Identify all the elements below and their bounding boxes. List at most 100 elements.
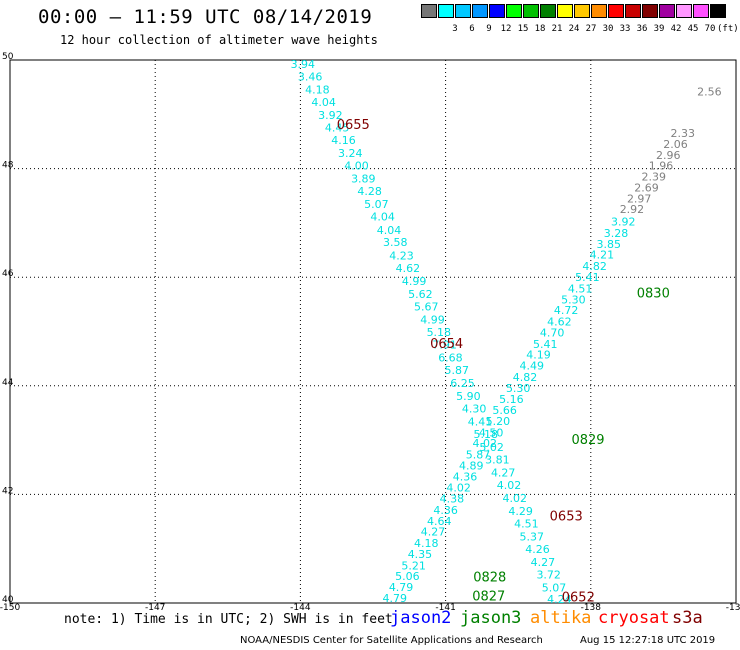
wave-height-value: 4.27	[491, 466, 516, 479]
wave-height-value: 4.82	[582, 260, 607, 273]
wave-height-value: 3.28	[604, 227, 629, 240]
wave-height-value: 3.81	[485, 453, 510, 466]
wave-height-value: 4.72	[554, 304, 579, 317]
wave-height-value: 5.20	[486, 415, 511, 428]
scale-label: 45	[687, 24, 699, 34]
pass-time-label: 0827	[472, 589, 505, 604]
wave-height-value: 3.94	[291, 58, 316, 71]
wave-height-value: 5.37	[520, 531, 545, 544]
wave-height-value: 4.02	[446, 482, 471, 495]
scale-label: 39	[653, 24, 665, 34]
pass-time-label: 0652	[562, 590, 595, 605]
wave-height-value: 5.41	[575, 271, 600, 284]
wave-height-value: 3.72	[536, 569, 561, 582]
scale-swatch	[557, 4, 573, 18]
wave-height-value: 5.07	[364, 198, 389, 211]
wave-height-value: 4.19	[526, 349, 551, 362]
wave-height-value: 5.18	[474, 428, 499, 441]
wave-height-value: 5.21	[401, 559, 426, 572]
pass-time-label: 0655	[337, 118, 370, 133]
wave-height-value: 4.70	[540, 326, 565, 339]
scale-swatch	[608, 4, 624, 18]
x-tick-label: -144	[290, 603, 311, 613]
scale-swatch	[540, 4, 556, 18]
wave-height-value: 4.16	[331, 134, 356, 147]
wave-height-value: 4.36	[453, 470, 478, 483]
scale-label: 33	[619, 24, 631, 34]
scale-swatch	[693, 4, 709, 18]
y-tick-label: 42	[2, 486, 13, 496]
pass-time-label: 0828	[473, 570, 506, 585]
wave-height-value: 4.99	[420, 313, 445, 326]
wave-height-value: 4.79	[389, 581, 414, 594]
wave-height-value: 4.64	[427, 515, 452, 528]
wave-height-value: 2.39	[641, 171, 666, 184]
wave-height-value: 5.41	[533, 338, 558, 351]
scale-swatch	[523, 4, 539, 18]
chart-title: 00:00 – 11:59 UTC 08/14/2019	[38, 6, 373, 28]
wave-height-value: 4.02	[497, 479, 522, 492]
scale-swatch	[591, 4, 607, 18]
wave-height-value: 4.30	[462, 402, 487, 415]
wave-height-value: 3.85	[596, 238, 621, 251]
chart-subtitle: 12 hour collection of altimeter wave hei…	[60, 33, 378, 47]
wave-height-value: 4.04	[377, 224, 402, 237]
scale-swatch	[659, 4, 675, 18]
y-tick-label: 40	[2, 595, 14, 605]
wave-height-value: 2.06	[663, 138, 688, 151]
scale-label: 18	[534, 24, 546, 34]
wave-height-value: 3.46	[298, 71, 323, 84]
wave-height-value: 4.21	[590, 249, 615, 262]
scale-swatch	[506, 4, 522, 18]
wave-height-value: 5.07	[542, 582, 567, 595]
pass-time-label: 0653	[550, 509, 583, 524]
wave-height-value: 3.92	[318, 109, 343, 122]
footer-note: note: 1) Time is in UTC; 2) SWH is in fe…	[64, 612, 393, 627]
wave-height-value: 2.33	[671, 127, 696, 140]
wave-height-value: 4.36	[433, 504, 458, 517]
pass-time-label: 0654	[430, 337, 463, 352]
scale-swatch	[438, 4, 454, 18]
wave-height-value: 4.00	[344, 160, 369, 173]
satellite-cryosat: cryosat	[598, 608, 670, 628]
x-tick-label: -138	[581, 603, 602, 613]
scale-swatch	[710, 4, 726, 18]
footer-credit: NOAA/NESDIS Center for Satellite Applica…	[240, 635, 543, 646]
wave-height-value: 5.67	[414, 300, 439, 313]
y-tick-label: 50	[2, 52, 14, 62]
wave-height-value: 4.02	[503, 492, 528, 505]
wave-height-value: 4.29	[508, 505, 533, 518]
scale-label: 21	[551, 24, 563, 34]
wave-height-value: 3.92	[611, 216, 636, 229]
wave-height-value: 2.97	[627, 192, 652, 205]
wave-height-value: 4.79	[383, 592, 408, 605]
wave-height-value: 5.16	[499, 393, 524, 406]
wave-height-value: 4.45	[325, 122, 350, 135]
scale-swatch	[676, 4, 692, 18]
y-tick-label: 46	[2, 269, 14, 279]
wave-height-value: 2.96	[656, 149, 681, 162]
satellite-jason2: jason2	[390, 608, 452, 628]
scale-swatch	[642, 4, 658, 18]
wave-height-value: 4.89	[459, 459, 484, 472]
wave-height-value: 4.02	[473, 437, 498, 450]
wave-height-value: 3.24	[338, 147, 363, 160]
scale-swatch	[489, 4, 505, 18]
wave-height-value: 4.35	[408, 548, 433, 561]
wave-height-value: 5.18	[427, 326, 452, 339]
y-tick-label: 48	[2, 161, 14, 171]
wave-height-value: 4.04	[370, 211, 395, 224]
wave-height-value: 5.66	[492, 404, 517, 417]
footer-timestamp: Aug 15 12:27:18 UTC 2019	[580, 635, 716, 646]
wave-height-value: 4.27	[421, 526, 446, 539]
wave-height-value: 2.69	[634, 181, 659, 194]
wave-height-value: 7.91	[432, 338, 457, 351]
wave-height-value: 4.49	[520, 360, 545, 373]
wave-height-value: 4.26	[525, 543, 550, 556]
scale-swatch	[421, 4, 437, 18]
color-scale-unit: (ft)	[717, 24, 739, 34]
scale-label: 42	[670, 24, 682, 34]
pass-time-label: 0830	[637, 286, 670, 301]
wave-height-value: 4.27	[531, 556, 556, 569]
